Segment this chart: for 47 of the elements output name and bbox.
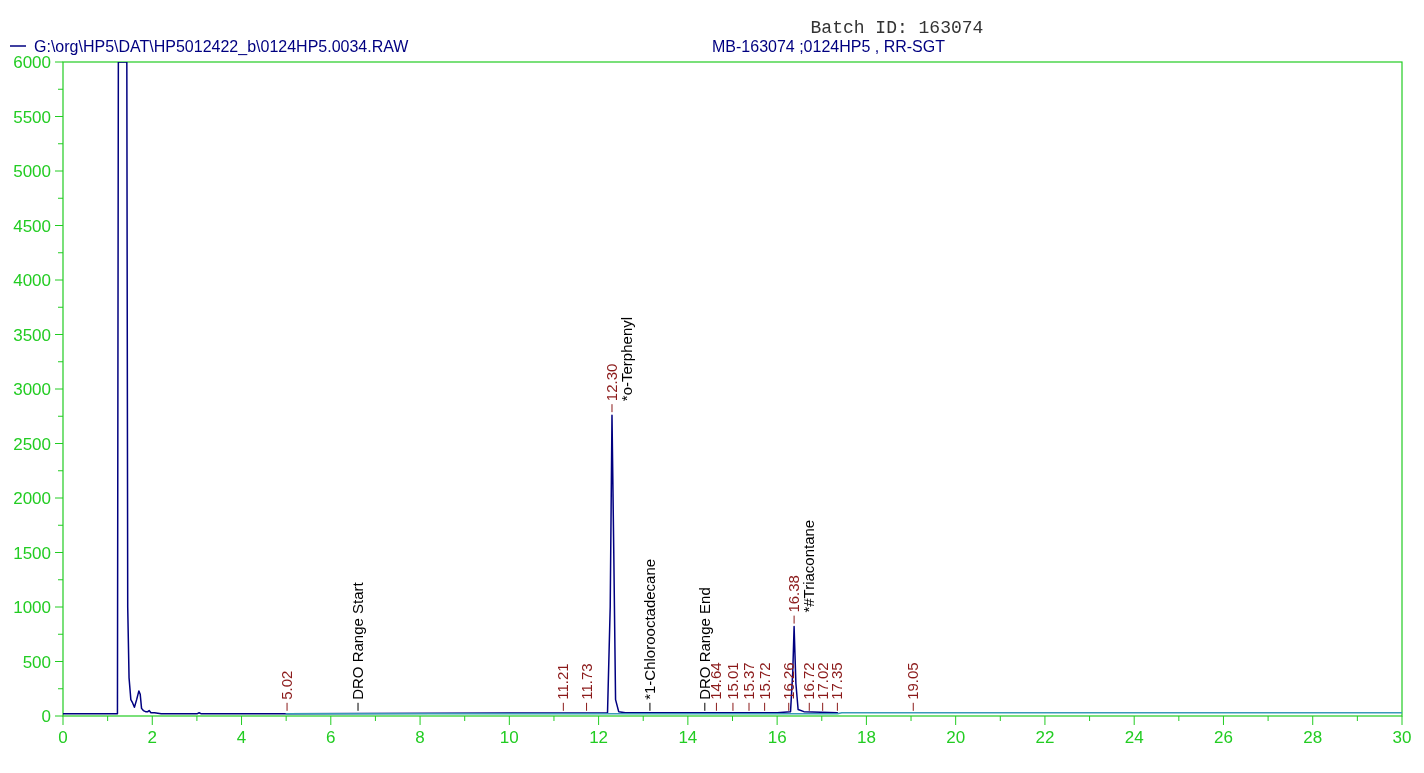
x-tick-label: 28 bbox=[1303, 728, 1323, 747]
y-tick-label: 6000 bbox=[13, 53, 51, 72]
annotation: 19.05 bbox=[904, 662, 922, 700]
x-tick-label: 18 bbox=[856, 728, 876, 747]
x-tick-label: 20 bbox=[946, 728, 966, 747]
annotation: 15.01 bbox=[723, 662, 741, 700]
x-tick-label: 12 bbox=[589, 728, 609, 747]
annotation: DRO Range Start bbox=[349, 581, 367, 700]
legend-label: G:\org\HP5\DAT\HP5012422_b\0124HP5.0034.RAW bbox=[34, 38, 410, 56]
x-tick-label: 4 bbox=[236, 728, 247, 747]
x-tick-label: 30 bbox=[1392, 728, 1412, 747]
x-tick-label: 0 bbox=[58, 728, 68, 747]
annotation: 16.38 bbox=[785, 575, 803, 613]
chart-title: MB-163074 ;0124HP5 , RR-SGT bbox=[712, 38, 946, 55]
annotation: *#Triacontane bbox=[800, 519, 818, 613]
y-tick-label: 4500 bbox=[13, 216, 51, 236]
annotation: 16.26 bbox=[779, 662, 797, 700]
annotation: 15.37 bbox=[740, 662, 758, 700]
annotation: 12.30 bbox=[602, 363, 620, 402]
y-tick-label: 500 bbox=[22, 652, 51, 672]
annotation: 11.73 bbox=[577, 663, 595, 700]
x-tick-label: 6 bbox=[326, 728, 336, 747]
annotation: *o-Terphenyl bbox=[617, 316, 635, 402]
y-tick-label: 2500 bbox=[13, 434, 51, 454]
y-tick-label: 3500 bbox=[13, 325, 51, 345]
x-tick-label: 24 bbox=[1124, 728, 1144, 747]
y-tick-label: 4000 bbox=[13, 271, 51, 290]
y-tick-label: 1500 bbox=[13, 543, 51, 563]
annotation: 5.02 bbox=[278, 670, 296, 700]
x-tick-label: 14 bbox=[678, 728, 698, 747]
x-tick-label: 26 bbox=[1214, 728, 1233, 747]
annotation: 17.35 bbox=[828, 662, 846, 700]
y-tick-label: 0 bbox=[41, 707, 51, 726]
annotation: 15.72 bbox=[755, 662, 773, 700]
x-tick-label: 8 bbox=[415, 728, 425, 747]
x-tick-label: 16 bbox=[767, 728, 787, 747]
y-tick-label: 5500 bbox=[13, 107, 51, 127]
x-tick-label: 22 bbox=[1035, 728, 1055, 747]
y-tick-label: 1000 bbox=[13, 598, 51, 617]
annotation: *1-Chlorooctadecane bbox=[640, 558, 658, 700]
x-tick-label: 2 bbox=[147, 728, 157, 747]
y-tick-label: 2000 bbox=[13, 489, 51, 508]
chart-subtitle: Batch ID: 163074 bbox=[810, 18, 984, 38]
y-tick-label: 3000 bbox=[13, 380, 51, 399]
annotation: 11.21 bbox=[554, 663, 572, 700]
x-tick-label: 10 bbox=[499, 728, 519, 747]
y-tick-label: 5000 bbox=[13, 162, 51, 181]
